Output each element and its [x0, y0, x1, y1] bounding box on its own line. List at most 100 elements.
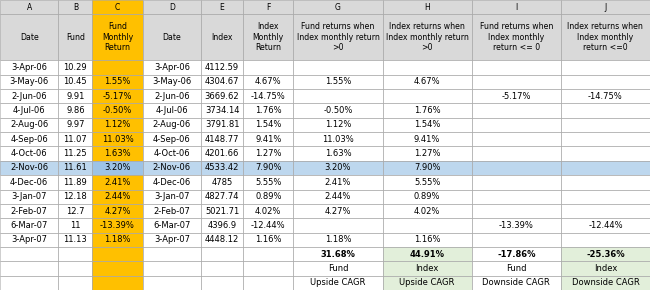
Bar	[243, 60, 293, 75]
Bar	[561, 75, 650, 89]
Text: 4.27%: 4.27%	[325, 206, 351, 215]
Bar	[243, 14, 293, 60]
Bar	[0, 75, 58, 89]
Text: J: J	[604, 3, 606, 12]
Bar	[142, 89, 201, 103]
Bar	[58, 218, 92, 233]
Text: Upside CAGR: Upside CAGR	[310, 278, 366, 287]
Text: 5021.71: 5021.71	[205, 206, 239, 215]
Bar	[142, 161, 201, 175]
Bar	[383, 276, 472, 290]
Text: 4-Dec-06: 4-Dec-06	[153, 178, 191, 187]
Bar	[92, 146, 142, 161]
Text: Fund
Monthly
Return: Fund Monthly Return	[102, 22, 133, 52]
Bar	[561, 103, 650, 118]
Text: -17.86%: -17.86%	[497, 250, 536, 259]
Bar	[293, 247, 383, 261]
Bar	[472, 0, 561, 14]
Text: Index: Index	[211, 33, 233, 42]
Text: 4396.9: 4396.9	[207, 221, 237, 230]
Bar	[92, 189, 142, 204]
Bar	[0, 161, 58, 175]
Bar	[383, 218, 472, 233]
Text: 4.02%: 4.02%	[255, 206, 281, 215]
Text: 1.27%: 1.27%	[414, 149, 440, 158]
Bar	[243, 261, 293, 276]
Bar	[243, 146, 293, 161]
Text: 4-Oct-06: 4-Oct-06	[153, 149, 190, 158]
Bar	[561, 89, 650, 103]
Text: -5.17%: -5.17%	[103, 92, 132, 101]
Bar	[201, 276, 243, 290]
Bar	[92, 204, 142, 218]
Text: 2-Aug-06: 2-Aug-06	[10, 120, 48, 129]
Text: 1.18%: 1.18%	[104, 235, 131, 244]
Bar	[92, 103, 142, 118]
Bar	[92, 161, 142, 175]
Bar	[561, 276, 650, 290]
Text: -5.17%: -5.17%	[502, 92, 531, 101]
Text: 3734.14: 3734.14	[205, 106, 239, 115]
Text: 1.16%: 1.16%	[414, 235, 440, 244]
Bar	[92, 233, 142, 247]
Text: Fund: Fund	[66, 33, 85, 42]
Bar	[472, 218, 561, 233]
Text: 1.76%: 1.76%	[255, 106, 281, 115]
Text: 4533.42: 4533.42	[205, 164, 239, 173]
Bar	[243, 89, 293, 103]
Bar	[293, 233, 383, 247]
Bar	[243, 118, 293, 132]
Bar	[243, 14, 293, 60]
Bar	[561, 14, 650, 60]
Text: Date: Date	[162, 33, 181, 42]
Text: Index: Index	[415, 264, 439, 273]
Bar	[92, 75, 142, 89]
Bar	[383, 75, 472, 89]
Text: -13.39%: -13.39%	[100, 221, 135, 230]
Text: 4148.77: 4148.77	[205, 135, 239, 144]
Bar	[92, 204, 142, 218]
Bar	[293, 204, 383, 218]
Bar	[142, 103, 201, 118]
Bar	[58, 14, 92, 60]
Text: 2-Feb-07: 2-Feb-07	[153, 206, 190, 215]
Text: 9.86: 9.86	[66, 106, 84, 115]
Bar	[561, 146, 650, 161]
Bar	[0, 14, 58, 60]
Text: 4-Sep-06: 4-Sep-06	[10, 135, 48, 144]
Text: 3.20%: 3.20%	[104, 164, 131, 173]
Text: 6-Mar-07: 6-Mar-07	[153, 221, 190, 230]
Bar	[243, 189, 293, 204]
Text: 2.41%: 2.41%	[105, 178, 131, 187]
Text: 4-Jul-06: 4-Jul-06	[155, 106, 188, 115]
Bar	[383, 276, 472, 290]
Text: 2.41%: 2.41%	[325, 178, 351, 187]
Bar	[383, 89, 472, 103]
Bar	[201, 218, 243, 233]
Text: 2.44%: 2.44%	[325, 192, 351, 201]
Bar	[383, 161, 472, 175]
Text: 3-Apr-06: 3-Apr-06	[154, 63, 190, 72]
Bar	[92, 132, 142, 146]
Text: 1.76%: 1.76%	[414, 106, 441, 115]
Bar	[293, 146, 383, 161]
Bar	[472, 161, 561, 175]
Bar	[561, 161, 650, 175]
Bar	[58, 175, 92, 189]
Text: Index: Index	[593, 264, 617, 273]
Text: 1.18%: 1.18%	[325, 235, 351, 244]
Bar	[201, 0, 243, 14]
Text: Downside CAGR: Downside CAGR	[571, 278, 640, 287]
Bar	[472, 75, 561, 89]
Text: 4-Oct-06: 4-Oct-06	[11, 149, 47, 158]
Bar	[92, 0, 142, 14]
Bar	[92, 60, 142, 75]
Bar	[293, 14, 383, 60]
Bar	[92, 233, 142, 247]
Bar	[293, 0, 383, 14]
Text: 3-May-06: 3-May-06	[152, 77, 192, 86]
Bar	[561, 0, 650, 14]
Text: 9.97: 9.97	[66, 120, 84, 129]
Bar	[92, 103, 142, 118]
Bar	[201, 89, 243, 103]
